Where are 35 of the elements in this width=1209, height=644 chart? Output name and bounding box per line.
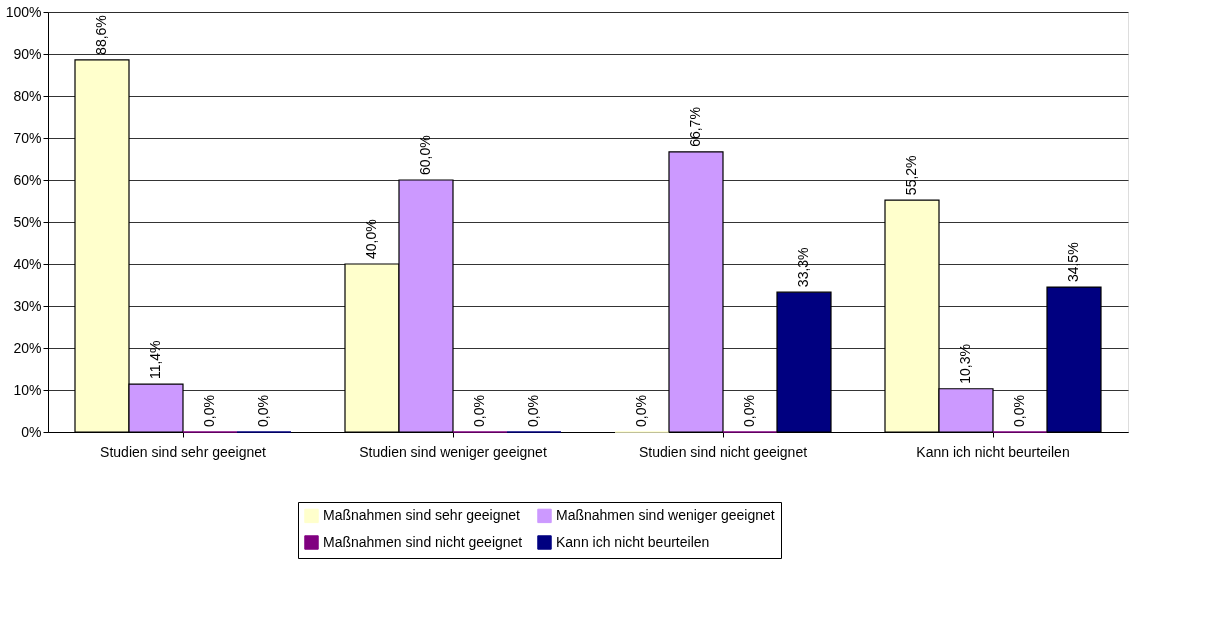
- y-tick-label: 40%: [13, 255, 42, 272]
- x-tick-label: Studien sind weniger geeignet: [359, 443, 547, 460]
- y-tick-label: 0%: [21, 423, 42, 440]
- data-label: 0,0%: [741, 395, 757, 427]
- data-label: 40,0%: [363, 219, 379, 259]
- data-label: 0,0%: [525, 395, 541, 427]
- data-label: 88,6%: [93, 15, 109, 55]
- y-tick-label: 10%: [13, 381, 42, 398]
- data-label: 55,2%: [903, 155, 919, 196]
- data-label: 11,4%: [147, 340, 163, 380]
- data-label: 60,0%: [417, 135, 433, 175]
- y-tick-label: 60%: [13, 171, 42, 188]
- data-label: 0,0%: [633, 395, 649, 427]
- y-tick-label: 100%: [5, 3, 42, 20]
- x-tick-label: Kann ich nicht beurteilen: [916, 443, 1070, 460]
- y-tick-label: 90%: [13, 45, 42, 62]
- y-tick-label: 20%: [13, 339, 42, 356]
- x-tick-label: Studien sind nicht geeignet: [638, 443, 808, 460]
- data-label: 66,7%: [687, 107, 703, 147]
- legend-label: Maßnahmen sind weniger geeignet: [556, 506, 775, 523]
- data-label: 10,3%: [957, 344, 973, 384]
- x-tick-label: Studien sind sehr geeignet: [100, 443, 266, 460]
- y-tick-label: 80%: [13, 87, 42, 104]
- y-tick-label: 50%: [13, 213, 42, 230]
- y-tick-label: 70%: [13, 129, 42, 146]
- data-label: 0,0%: [255, 395, 271, 427]
- legend-label: Kann ich nicht beurteilen: [556, 533, 710, 550]
- y-tick-label: 30%: [13, 297, 42, 314]
- data-label: 33,3%: [795, 247, 811, 288]
- data-label: 0,0%: [201, 395, 217, 427]
- data-label: 34,5%: [1065, 242, 1081, 283]
- data-label: 0,0%: [1011, 395, 1027, 427]
- legend-label: Maßnahmen sind nicht geeignet: [323, 533, 523, 550]
- legend-label: Maßnahmen sind sehr geeignet: [323, 506, 521, 523]
- data-label: 0,0%: [471, 395, 487, 427]
